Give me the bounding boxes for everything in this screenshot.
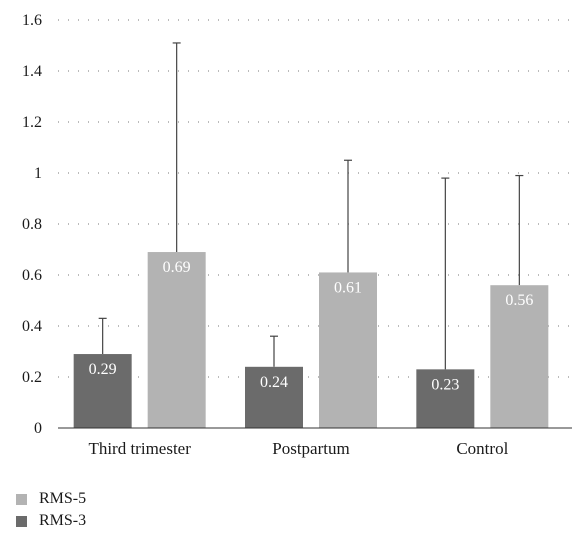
y-tick-label: 1.2 [22,114,42,131]
y-tick-label: 0.2 [22,369,42,386]
legend-swatch-rms-5 [16,493,27,505]
legend-label-rms-3: RMS-3 [39,512,87,529]
bar-rms-3 [245,366,303,428]
y-tick-label: 1.4 [22,63,42,80]
bar-rms-5 [490,285,549,428]
bar-chart: 0 0.2 0.4 0.6 0.8 1 1.2 1.4 1.6 0.29 0.69 0.24 0.61… [22,12,572,458]
bar-rms-5 [319,272,377,428]
bar-rms-3 [73,354,132,428]
legend-item-rms-3: RMS-3 [16,510,86,532]
data-label: 0.23 [431,376,459,393]
y-tick-label: 0.4 [22,318,42,335]
data-labels: 0.29 0.69 0.24 0.61 0.23 0.56 [89,259,534,393]
y-tick-label: 0 [34,420,42,437]
legend: RMS-5 RMS-3 [16,488,86,532]
error-bars [98,42,524,370]
x-category-label: Third trimester [88,439,191,458]
legend-item-rms-5: RMS-5 [16,488,86,510]
data-label: 0.69 [163,259,191,276]
data-label: 0.24 [260,374,288,391]
x-category-label: Control [456,439,508,458]
y-axis-ticks: 0 0.2 0.4 0.6 0.8 1 1.2 1.4 1.6 [22,12,42,437]
x-category-label: Postpartum [272,439,349,458]
data-label: 0.56 [505,292,533,309]
data-label: 0.61 [334,279,362,296]
y-tick-label: 0.8 [22,216,42,233]
y-tick-label: 0.6 [22,267,42,284]
bar-rms-3 [416,369,475,428]
bar-rms-5 [147,252,206,428]
data-label: 0.29 [89,361,117,378]
bars [73,252,549,428]
legend-swatch-rms-3 [16,515,27,527]
x-axis-categories: Third trimester Postpartum Control [88,439,508,458]
legend-label-rms-5: RMS-5 [39,490,87,507]
y-tick-label: 1 [34,165,42,182]
y-tick-label: 1.6 [22,12,42,29]
